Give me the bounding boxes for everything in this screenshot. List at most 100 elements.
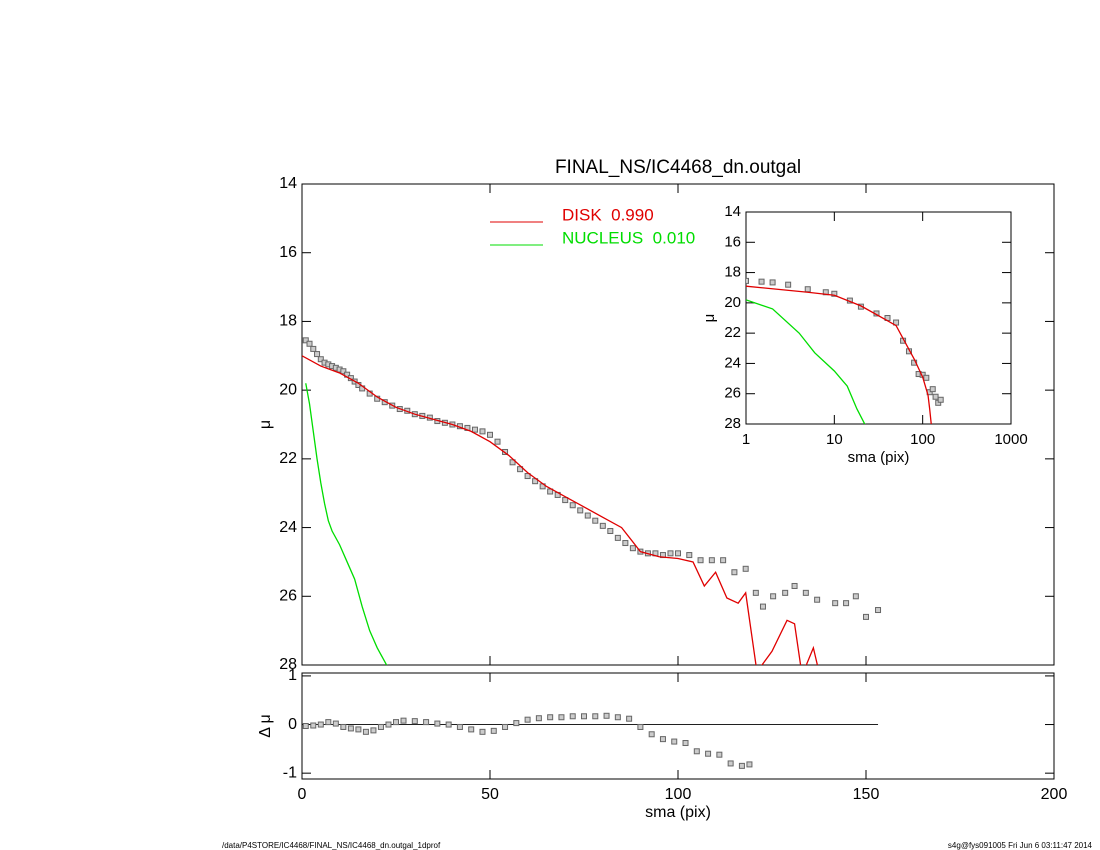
x-tick-label: 100: [665, 786, 692, 803]
data-point: [445, 721, 452, 728]
data-point: [310, 345, 317, 352]
panel: 14 16 18 20 22 24 26 281 10 100 1000 sma (pix) μ: [701, 203, 1028, 466]
data-point: [659, 736, 666, 743]
plot-frame: [745, 211, 1012, 425]
data-point: [577, 507, 584, 514]
data-point: [716, 751, 723, 758]
x-tick-label: 10: [826, 431, 843, 448]
y-tick-label: 20: [724, 294, 741, 311]
data-point: [535, 715, 542, 722]
x-tick-label: 200: [1041, 786, 1068, 803]
data-point: [502, 723, 509, 730]
data-point: [509, 459, 516, 466]
y-tick-label: 28: [724, 415, 741, 432]
data-point: [671, 738, 678, 745]
data-point: [592, 517, 599, 524]
data-point: [742, 565, 749, 572]
data-point: [302, 723, 309, 729]
data-point: [693, 748, 700, 755]
data-point: [340, 368, 347, 375]
y-tick-label: 18: [279, 313, 297, 330]
footer-right: s4g@fys091005 Fri Jun 6 03:11:47 2014: [948, 841, 1093, 850]
data-point: [400, 717, 407, 724]
data-point: [362, 728, 369, 735]
x-tick-label: 100: [910, 431, 935, 448]
data-point: [769, 279, 776, 286]
legend-label: NUCLEUS 0.010: [562, 228, 695, 247]
data-point: [746, 277, 749, 284]
x-tick-label: 50: [481, 786, 499, 803]
data-point: [852, 593, 859, 600]
data-point: [863, 613, 869, 620]
data-point: [569, 713, 576, 720]
data-point: [423, 719, 430, 726]
data-point: [393, 719, 399, 726]
data-point: [738, 762, 745, 769]
data-point: [705, 750, 712, 757]
y-tick-label: 0: [288, 716, 297, 733]
model-line: [302, 355, 819, 665]
x-tick-label: 150: [853, 786, 880, 803]
footer-left: /data/P4STORE/IC4468/FINAL_NS/IC4468_dn.…: [222, 841, 441, 850]
x-axis-label: sma (pix): [645, 804, 711, 821]
data-point: [759, 603, 766, 610]
data-point: [317, 721, 324, 728]
y-tick-label: 22: [724, 324, 741, 341]
data-point: [385, 721, 392, 728]
y-axis-label: Δ μ: [257, 714, 274, 737]
data-point: [731, 569, 738, 576]
data-point: [622, 540, 629, 547]
y-tick-label: 24: [279, 519, 297, 536]
chart-title: FINAL_NS/IC4468_dn.outgal: [555, 157, 801, 178]
data-point: [468, 726, 475, 733]
data-point: [782, 589, 789, 596]
data-point: [770, 593, 777, 600]
data-point: [306, 340, 313, 347]
data-point: [832, 600, 839, 607]
data-point: [314, 351, 321, 358]
y-tick-label: -1: [283, 764, 297, 781]
panel: 14 16 18 20 22 24 26 28 FINAL_NS/IC4468_dn.outga…: [257, 157, 1055, 673]
data-point: [517, 466, 524, 473]
data-point: [584, 512, 591, 519]
plot-frame: [301, 672, 1055, 780]
y-tick-label: 26: [279, 588, 297, 605]
data-point: [626, 715, 633, 722]
data-point: [479, 428, 486, 435]
data-point: [547, 714, 554, 721]
data-point: [411, 718, 418, 725]
plot-area: [302, 712, 753, 769]
data-point: [720, 557, 727, 564]
data-point: [614, 714, 621, 721]
data-point: [355, 726, 362, 733]
data-point: [524, 716, 531, 723]
data-point: [675, 550, 681, 557]
data-point: [471, 426, 478, 433]
model-line: [746, 299, 866, 424]
data-point: [682, 740, 689, 747]
data-point: [686, 552, 693, 559]
data-point: [667, 550, 674, 557]
data-point: [377, 723, 384, 730]
data-point: [614, 534, 621, 541]
y-tick-label: 16: [724, 233, 741, 250]
data-point: [791, 582, 798, 589]
data-point: [490, 727, 497, 734]
y-tick-label: 16: [279, 244, 297, 261]
y-tick-label: 14: [724, 203, 741, 220]
data-point: [637, 723, 644, 730]
data-point: [875, 607, 882, 614]
data-point: [434, 720, 441, 727]
y-tick-label: 1: [288, 667, 297, 684]
data-point: [648, 731, 655, 738]
data-point: [370, 727, 377, 734]
data-point: [479, 728, 486, 735]
data-point: [929, 386, 936, 393]
data-point: [562, 497, 569, 504]
data-point: [607, 528, 614, 535]
y-tick-label: 28: [279, 656, 297, 673]
data-point: [697, 557, 704, 564]
data-point: [727, 760, 734, 767]
data-point: [843, 600, 850, 607]
